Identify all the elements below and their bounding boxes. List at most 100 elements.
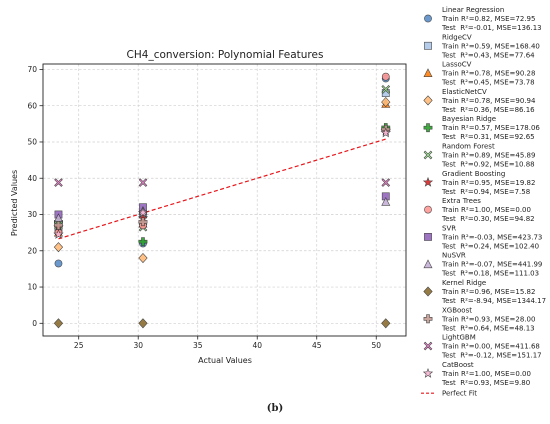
legend-test-stats: Test R²=-0.01, MSE=136.13 xyxy=(441,24,542,32)
legend-test-stats: Test R²=0.31, MSE=92.65 xyxy=(441,133,535,141)
chart-title: CH4_conversion: Polynomial Features xyxy=(127,49,324,61)
legend-label: Random Forest xyxy=(442,143,495,151)
y-tick-label: 50 xyxy=(27,138,37,147)
legend-label: Perfect Fit xyxy=(442,390,477,398)
point-extra-trees xyxy=(381,72,390,81)
point-linear-regression xyxy=(54,259,63,268)
legend-marker-linear-regression xyxy=(424,14,432,23)
legend-label: Gradient Boosting xyxy=(442,170,505,178)
plot-frame xyxy=(42,63,407,337)
y-tick-label: 60 xyxy=(27,101,37,110)
point-lightgbm xyxy=(54,178,63,187)
x-tick-label: 30 xyxy=(133,341,143,350)
legend-label: RidgeCV xyxy=(442,33,472,41)
legend-marker-random-forest xyxy=(423,150,433,160)
point-nusvr xyxy=(381,196,391,206)
legend-train-stats: Train R²=0.78, MSE=90.28 xyxy=(441,70,535,78)
legend-marker-catboost xyxy=(422,367,434,378)
legend-train-stats: Train R²=0.95, MSE=19.82 xyxy=(441,179,535,187)
point-xgboost xyxy=(138,217,148,227)
grid xyxy=(43,64,406,336)
legend-label: Bayesian Ridge xyxy=(442,115,496,123)
legend-marker-gradient-boosting xyxy=(422,176,434,187)
legend-train-stats: Train R²=-0.03, MSE=423.73 xyxy=(441,233,542,241)
legend-train-stats: Train R²=0.78, MSE=90.94 xyxy=(441,97,536,105)
perfect-fit-layer xyxy=(58,138,386,240)
legend-train-stats: Train R²=0.89, MSE=45.89 xyxy=(441,152,535,160)
y-tick-label: 20 xyxy=(27,246,37,255)
legend-label: NuSVR xyxy=(442,252,466,260)
legend-test-stats: Test R²=0.92, MSE=10.88 xyxy=(441,161,535,169)
legend-marker-nusvr xyxy=(423,259,433,269)
point-catboost xyxy=(53,228,64,239)
scatter-figure: 25 30 35 40 45 50 0 10 20 30 40 50 60 70 CH4_conversi… xyxy=(10,6,546,398)
point-random-forest xyxy=(381,85,391,94)
legend-test-stats: Test R²=-8.94, MSE=1344.17 xyxy=(441,297,546,305)
y-tick-label: 0 xyxy=(32,319,37,328)
legend-test-stats: Test R²=0.64, MSE=48.13 xyxy=(441,324,535,332)
point-catboost xyxy=(137,207,149,218)
legend-train-stats: Train R²=0.59, MSE=168.40 xyxy=(441,42,540,50)
point-bayesian-ridge xyxy=(138,237,148,247)
legend-train-stats: Train R²=0.00, MSE=411.68 xyxy=(441,343,540,351)
point-elasticnetcv xyxy=(53,242,64,253)
legend-marker-extra-trees xyxy=(424,205,432,214)
point-kernel-ridge xyxy=(138,318,148,329)
legend-train-stats: Train R²=0.57, MSE=178.06 xyxy=(441,124,540,132)
legend-train-stats: Train R²=1.00, MSE=0.00 xyxy=(441,370,531,378)
legend-train-stats: Train R²=-0.07, MSE=441.99 xyxy=(441,261,542,269)
legend-label: Kernel Ridge xyxy=(442,279,486,287)
legend-label: XGBoost xyxy=(442,306,472,314)
legend-marker-lightgbm xyxy=(423,341,433,351)
point-elasticnetcv xyxy=(138,252,148,264)
legend-test-stats: Test R²=-0.12, MSE=151.17 xyxy=(441,352,542,360)
legend-test-stats: Test R²=0.24, MSE=102.40 xyxy=(441,242,539,250)
y-tick-label: 70 xyxy=(27,65,37,74)
legend-train-stats: Train R²=1.00, MSE=0.00 xyxy=(441,206,531,214)
point-lightgbm xyxy=(138,178,148,187)
x-axis-label: Actual Values xyxy=(198,356,252,365)
legend-test-stats: Test R²=0.36, MSE=86.16 xyxy=(441,106,535,114)
y-tick-label: 30 xyxy=(27,210,37,219)
legend-train-stats: Train R²=0.93, MSE=28.00 xyxy=(441,315,535,323)
axes: 25 30 35 40 45 50 0 10 20 30 40 50 60 70 xyxy=(27,63,407,350)
legend-label: SVR xyxy=(442,224,456,232)
legend-marker-lassocv xyxy=(423,68,433,77)
legend-test-stats: Test R²=0.43, MSE=77.64 xyxy=(441,51,535,59)
legend-marker-elasticnetcv xyxy=(423,95,433,106)
point-lightgbm xyxy=(381,178,391,187)
legend-marker-kernel-ridge xyxy=(423,286,433,297)
legend-marker-svr xyxy=(424,233,432,241)
legend-label: LassoCV xyxy=(442,61,472,69)
perfect-fit-line xyxy=(58,138,386,240)
legend-label: ElasticNetCV xyxy=(442,88,487,96)
data-points xyxy=(53,72,391,329)
point-elasticnetcv xyxy=(381,97,391,108)
x-tick-label: 50 xyxy=(371,341,381,350)
legend-label: Linear Regression xyxy=(442,6,504,14)
legend-label: Extra Trees xyxy=(442,197,481,205)
point-kernel-ridge xyxy=(53,318,64,329)
y-tick-label: 40 xyxy=(27,174,37,183)
y-axis-label: Predicted Values xyxy=(10,170,19,236)
legend-marker-xgboost xyxy=(423,314,433,324)
figure-caption: (b) xyxy=(266,403,284,414)
legend-test-stats: Test R²=0.94, MSE=7.58 xyxy=(441,188,530,196)
legend-test-stats: Test R²=0.18, MSE=111.03 xyxy=(441,270,539,278)
legend-test-stats: Test R²=0.45, MSE=73.78 xyxy=(441,79,535,87)
point-xgboost xyxy=(54,220,63,230)
legend-entry-perfect-fit: Perfect Fit xyxy=(421,390,477,398)
legend-label: CatBoost xyxy=(442,361,474,369)
legend-marker-ridgecv xyxy=(424,41,432,50)
legend-marker-bayesian-ridge xyxy=(423,123,433,133)
